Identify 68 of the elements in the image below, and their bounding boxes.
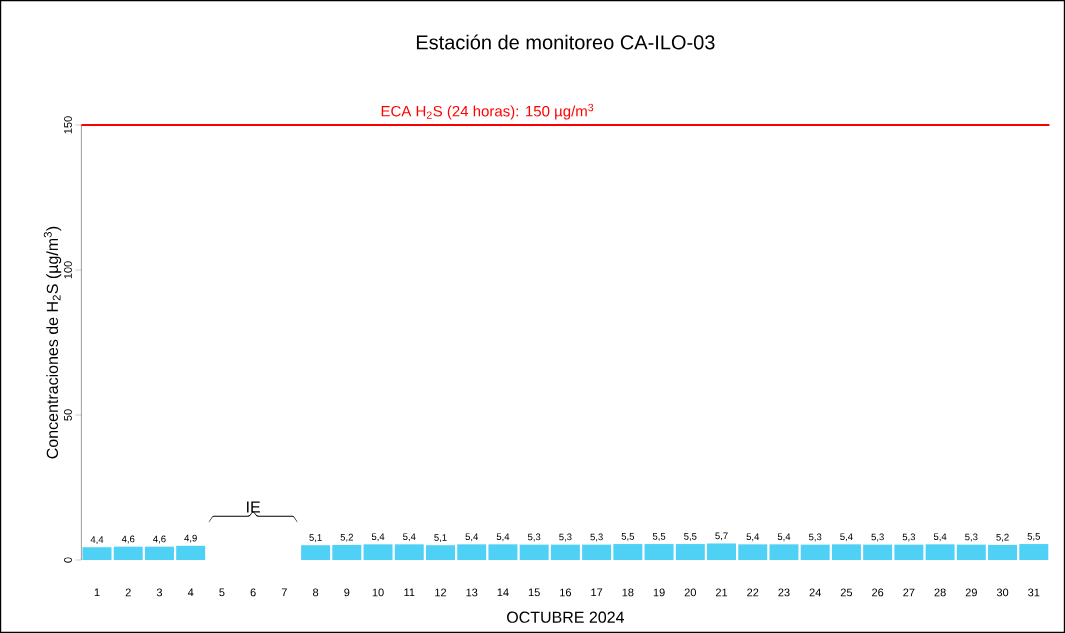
data-label: 5,3	[590, 533, 603, 542]
x-tick-label: 23	[778, 588, 790, 597]
y-tick-label: 0	[64, 557, 72, 563]
x-tick-label: 1	[94, 588, 100, 597]
x-tick-label: 8	[313, 588, 319, 597]
y-tick-label: 50	[64, 409, 72, 421]
data-label: 5,5	[621, 533, 635, 541]
annotation: IE	[247, 501, 261, 513]
x-tick-label: 6	[250, 588, 256, 597]
x-tick-label: 24	[809, 588, 821, 597]
data-label: 5,3	[527, 533, 541, 542]
x-tick-label: 13	[466, 588, 478, 597]
data-label: 5,4	[777, 533, 791, 542]
x-tick-label: 15	[528, 588, 540, 597]
data-label: 5,7	[715, 532, 728, 541]
x-tick-label: 10	[372, 588, 384, 597]
data-label: 4,6	[153, 535, 166, 544]
x-tick-label: 5	[219, 588, 225, 597]
x-tick-label: 25	[840, 588, 853, 597]
data-label: 5,4	[496, 533, 510, 542]
data-label: 4,4	[90, 536, 104, 545]
data-label: 4,6	[121, 535, 135, 544]
y-tick-label: 100	[64, 261, 72, 279]
data-label: 5,5	[684, 533, 697, 541]
data-label: 4,9	[184, 534, 197, 543]
x-tick-label: 22	[747, 588, 759, 597]
y-tick-label: 150	[64, 116, 72, 134]
x-tick-label: 29	[965, 588, 977, 597]
data-label: 5,4	[403, 533, 416, 542]
x-tick-label: 18	[622, 588, 634, 597]
x-tick-label: 3	[156, 588, 163, 597]
data-label: 5,1	[434, 534, 447, 543]
x-tick-label: 28	[934, 588, 946, 597]
data-label: 5,3	[902, 533, 916, 542]
data-label: 5,3	[808, 533, 822, 542]
x-axis-title: OCTUBRE 2024	[507, 611, 625, 623]
data-label: 5,2	[996, 533, 1009, 542]
x-tick-label: 21	[715, 588, 728, 597]
data-label: 5,3	[559, 533, 572, 542]
x-tick-label: 30	[996, 588, 1009, 597]
x-tick-label: 26	[872, 588, 884, 597]
data-label: 5,2	[340, 533, 353, 542]
data-label: 5,4	[933, 533, 947, 542]
x-tick-label: 11	[404, 588, 415, 597]
y-axis-title: Concentraciones de H$_{2}$S (µg/m$^{3}$)	[43, 226, 62, 459]
chart-title: Estación de monitoreo CA-ILO-03	[416, 34, 715, 50]
ref-line-label: ECA H$_{2}$S (24 horas): 150 µg/m$^{3}$	[381, 103, 594, 120]
x-tick-label: 17	[591, 588, 603, 597]
data-label: 5,4	[840, 533, 853, 542]
data-label: 5,4	[465, 533, 479, 542]
x-tick-label: 14	[497, 588, 509, 597]
data-label: 5,5	[1027, 533, 1040, 541]
data-label: 5,5	[652, 533, 666, 541]
data-label: 5,3	[871, 533, 884, 542]
x-tick-label: 20	[684, 588, 696, 597]
x-tick-label: 16	[560, 588, 572, 597]
x-tick-label: 4	[187, 588, 194, 597]
x-tick-label: 9	[344, 588, 350, 597]
x-tick-label: 12	[435, 588, 447, 597]
data-label: 5,3	[965, 533, 978, 542]
x-tick-label: 2	[125, 588, 131, 597]
data-label: 5,4	[746, 533, 760, 542]
x-tick-label: 31	[1028, 588, 1040, 597]
x-tick-label: 19	[653, 588, 665, 597]
x-tick-label: 7	[281, 588, 287, 597]
data-label: 5,4	[371, 533, 385, 542]
data-label: 5,1	[309, 534, 322, 543]
x-tick-label: 27	[903, 588, 915, 597]
